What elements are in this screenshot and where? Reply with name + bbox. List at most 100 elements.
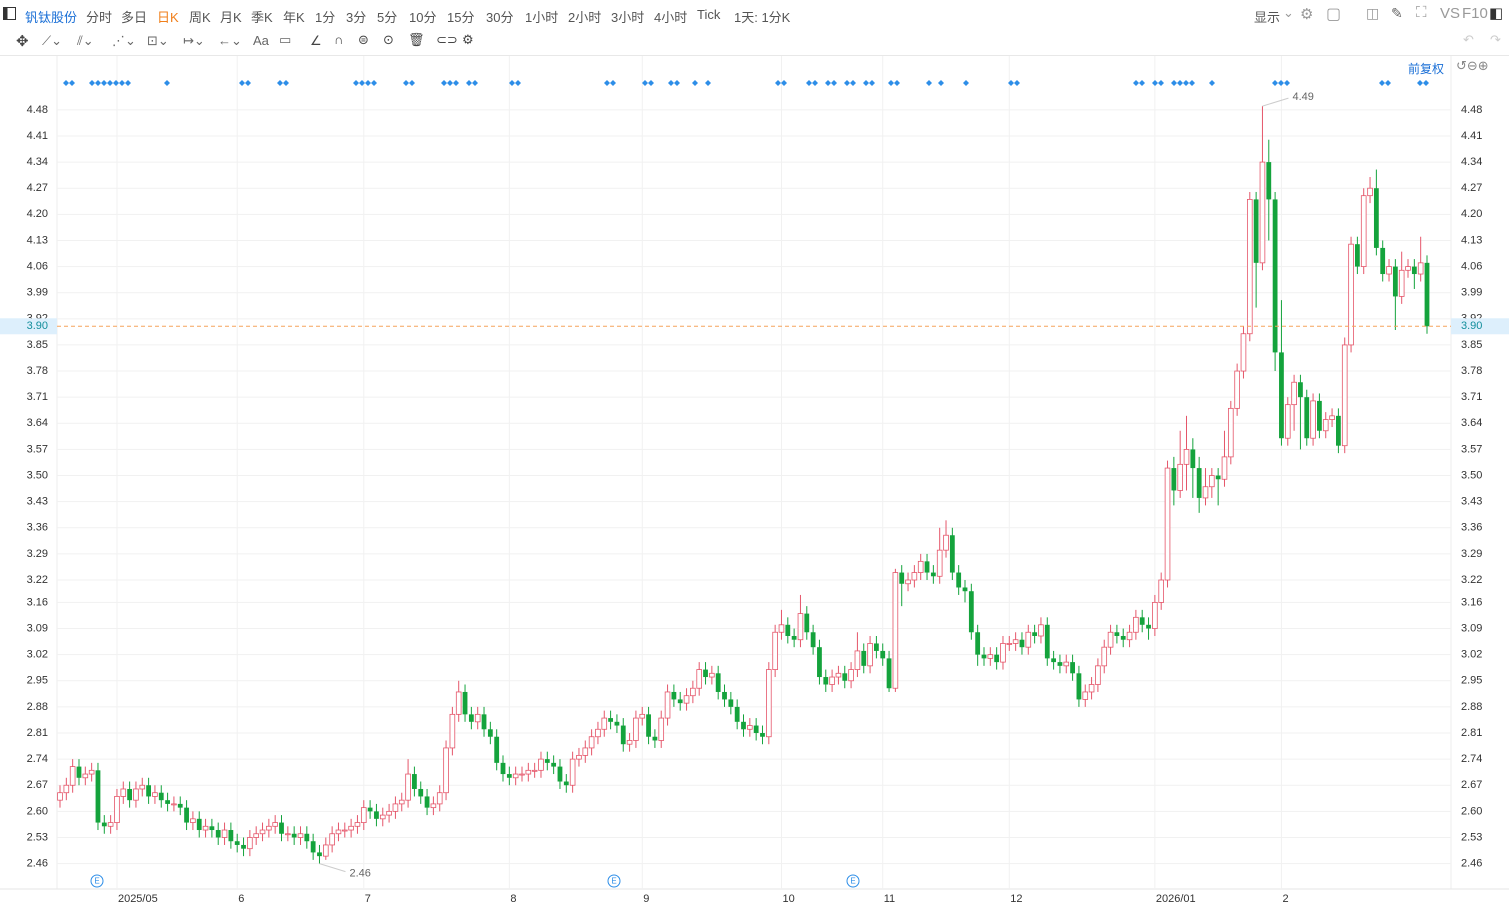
event-marker — [812, 80, 818, 86]
earnings-icon-letter: E — [850, 877, 855, 886]
period-button[interactable]: 月K — [220, 10, 242, 25]
undo[interactable]: ↶ — [1463, 32, 1474, 47]
period-button[interactable]: 日K — [157, 10, 179, 25]
period-button[interactable]: 3小时 — [611, 10, 645, 25]
pen-icon[interactable]: ✎ — [1391, 5, 1403, 21]
period-button[interactable]: Tick — [697, 7, 721, 22]
adjust-mode[interactable]: 前复权 — [1408, 62, 1445, 76]
settings-icon[interactable]: ⚙ — [1300, 6, 1314, 23]
candle-body — [1158, 579, 1164, 603]
period-button[interactable]: 3分 — [346, 10, 367, 25]
candle-body — [424, 796, 430, 808]
frame-icon[interactable]: ▢ — [1326, 6, 1342, 23]
candle-body — [1259, 161, 1266, 264]
candle-body — [405, 773, 411, 801]
candle-body — [1392, 266, 1398, 297]
period-button[interactable]: 分时 — [86, 10, 113, 25]
candle-body — [975, 632, 981, 655]
wave-tool[interactable]: ⋰⌄ — [112, 33, 136, 48]
text-tool[interactable]: Aa — [253, 33, 269, 48]
range-tool[interactable]: ↦⌄ — [183, 33, 205, 48]
candle-body — [1234, 370, 1240, 409]
fullscreen-icon[interactable]: ⛶ — [1416, 4, 1427, 21]
stock-name[interactable]: 钒钛股份 — [25, 10, 78, 25]
candle-body — [317, 852, 322, 857]
y-tick-label-right: 3.29 — [1461, 548, 1482, 560]
y-tick-label: 2.46 — [27, 858, 48, 870]
candle-body — [228, 830, 234, 842]
display-menu[interactable]: 显示 — [1254, 10, 1281, 25]
candle-body — [817, 647, 822, 678]
period-button[interactable]: 1小时 — [525, 10, 559, 25]
delete-tool[interactable]: 🗑 — [408, 32, 425, 47]
y-tick-label-right: 4.13 — [1461, 234, 1482, 246]
compare-tool[interactable]: ⊂⊃ — [436, 32, 458, 47]
event-marker — [648, 80, 654, 86]
y-tick-label-right: 3.71 — [1461, 391, 1482, 403]
candle-body — [1044, 624, 1050, 659]
candle-body — [57, 792, 63, 801]
event-marker — [674, 80, 680, 86]
channel-tool[interactable]: ⫽⌄ — [77, 33, 94, 48]
event-marker — [894, 80, 900, 86]
candle-body — [1038, 624, 1044, 637]
event-marker — [283, 80, 289, 86]
measure-tool[interactable]: ⊡⌄ — [147, 33, 169, 48]
event-marker — [1014, 80, 1020, 86]
angle-tool[interactable]: ∠ — [310, 33, 322, 48]
period-button[interactable]: 1天: 1分K — [734, 10, 791, 25]
y-tick-label-right: 2.88 — [1461, 701, 1482, 713]
magnet-tool[interactable]: ∩ — [334, 32, 344, 47]
y-tick-label: 2.74 — [27, 753, 48, 765]
arrow-tool[interactable]: ←⌄ — [218, 33, 242, 48]
vs-button[interactable]: VS — [1440, 5, 1461, 22]
candle-body — [1405, 266, 1411, 271]
y-tick-label-right: 3.02 — [1461, 649, 1482, 661]
high-label: 4.49 — [1292, 91, 1313, 103]
period-button[interactable]: 多日 — [121, 10, 148, 25]
line-tool[interactable]: ⟋⌄ — [42, 33, 62, 48]
candle-body — [936, 549, 943, 577]
period-button[interactable]: 4小时 — [654, 10, 688, 25]
candle-body — [1298, 382, 1303, 398]
period-button[interactable]: 5分 — [377, 10, 398, 25]
y-tick-label: 4.06 — [27, 260, 48, 272]
candle-body — [177, 803, 183, 808]
period-button[interactable]: 年K — [283, 10, 305, 25]
candle-body — [279, 822, 284, 834]
candle-body — [107, 822, 114, 827]
period-button[interactable]: 季K — [251, 10, 273, 25]
candle-body — [734, 706, 740, 722]
lock-tool[interactable]: ⊜ — [358, 32, 369, 47]
candle-body — [1164, 467, 1171, 581]
f10-button[interactable]: F10 — [1462, 5, 1488, 22]
candle-body — [962, 587, 968, 592]
panel-icon[interactable]: ◧ — [1489, 5, 1504, 22]
candle-body — [1146, 624, 1151, 629]
period-button[interactable]: 周K — [189, 10, 211, 25]
candle-body — [569, 758, 576, 786]
layout-icon[interactable] — [2, 6, 18, 22]
x-tick-label: 2026/01 — [1156, 893, 1196, 905]
event-marker — [95, 80, 101, 86]
eye-tool[interactable]: ⊙ — [383, 32, 394, 47]
period-button[interactable]: 15分 — [447, 10, 475, 25]
camera-icon[interactable]: ◫ — [1366, 5, 1380, 21]
chart-settings[interactable]: ⚙ — [462, 32, 474, 47]
y-tick-label: 4.20 — [27, 208, 48, 220]
candle-body — [1304, 397, 1310, 439]
note-tool[interactable]: ▭ — [279, 32, 292, 47]
y-tick-label: 4.34 — [27, 156, 48, 168]
period-button[interactable]: 2小时 — [568, 10, 602, 25]
move-tool[interactable]: ✥ — [16, 33, 29, 50]
zoom-controls[interactable]: ↺⊖⊕ — [1456, 58, 1489, 73]
period-button[interactable]: 1分 — [315, 10, 336, 25]
y-tick-label: 3.22 — [27, 574, 48, 586]
period-button[interactable]: 10分 — [409, 10, 437, 25]
candle-body — [1246, 199, 1253, 335]
candle-body — [95, 770, 101, 823]
redo[interactable]: ↷ — [1490, 32, 1501, 47]
period-button[interactable]: 30分 — [486, 10, 514, 25]
candle-body — [241, 844, 246, 849]
candle-body — [576, 754, 582, 760]
